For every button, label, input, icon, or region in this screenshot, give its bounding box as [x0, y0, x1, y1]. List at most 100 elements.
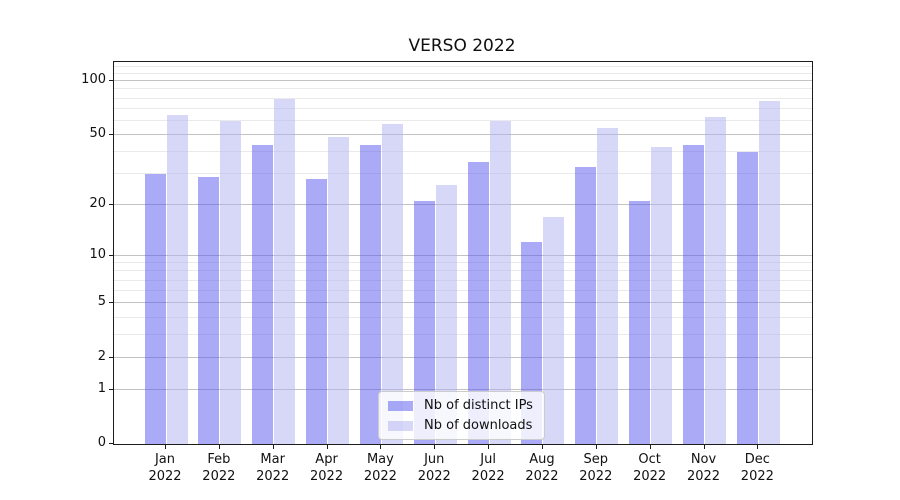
major-gridline-2	[114, 356, 812, 358]
x-tickmark-jul	[488, 445, 490, 449]
x-tick-month-sep: Sep	[583, 452, 609, 467]
bar-ips-apr	[306, 179, 328, 444]
x-tickmark-jan	[165, 445, 166, 449]
x-tick-year-may: 2022	[363, 469, 397, 484]
x-tick-year-mar: 2022	[256, 469, 290, 484]
major-gridline-10	[114, 254, 812, 256]
x-tick-year-feb: 2022	[202, 469, 236, 484]
minor-gridline-3	[114, 334, 812, 336]
bar-ips-may	[359, 144, 381, 444]
x-tick-label-nov: Nov 2022	[674, 451, 734, 485]
minor-gridline-80	[114, 97, 812, 99]
y-tickmark-2	[109, 356, 113, 358]
y-tickmark-1	[109, 388, 113, 390]
x-tick-label-dec: Dec 2022	[727, 451, 787, 485]
x-tick-year-apr: 2022	[310, 469, 344, 484]
major-gridline-50	[114, 133, 812, 135]
x-tick-label-sep: Sep 2022	[566, 451, 626, 485]
y-tick-label-1: 1	[97, 380, 106, 396]
bar-downloads-oct	[651, 146, 673, 444]
minor-gridline-6	[114, 290, 812, 292]
bar-ips-nov	[683, 144, 704, 444]
minor-gridline-70	[114, 107, 812, 109]
x-tick-year-jan: 2022	[148, 469, 182, 484]
bar-ips-sep	[575, 166, 597, 444]
x-tickmark-feb	[218, 445, 220, 449]
y-tick-label-0: 0	[97, 435, 106, 450]
bar-downloads-dec	[758, 100, 780, 444]
y-tick-label-10: 10	[89, 246, 106, 262]
x-tick-year-oct: 2022	[633, 469, 667, 484]
bar-ips-oct	[629, 201, 651, 444]
x-tick-month-may: May	[366, 452, 394, 467]
bar-downloads-jul	[489, 120, 511, 444]
x-tick-year-dec: 2022	[740, 469, 774, 484]
minor-gridline-40	[114, 151, 812, 153]
x-tick-month-apr: Apr	[315, 452, 338, 467]
plot-area	[113, 61, 813, 445]
bar-ips-dec	[736, 152, 758, 444]
minor-gridline-120	[114, 66, 812, 68]
x-tickmark-mar	[272, 445, 274, 449]
minor-gridline-8	[114, 270, 812, 272]
y-tickmark-10	[109, 254, 113, 256]
y-tick-label-20: 20	[89, 195, 106, 211]
x-tick-year-nov: 2022	[686, 469, 721, 484]
minor-gridline-4	[114, 316, 812, 318]
x-tick-month-dec: Dec	[744, 452, 770, 467]
chart-title: VERSO 2022	[408, 36, 516, 56]
x-tick-label-jan: Jan 2022	[135, 451, 195, 485]
x-tick-month-jan: Jan	[154, 452, 176, 467]
bar-downloads-sep	[597, 127, 619, 444]
x-tick-label-jun: Jun 2022	[404, 451, 464, 485]
legend-label-distinct-ips: Nb of distinct IPs	[424, 398, 533, 413]
x-tick-label-apr: Apr 2022	[297, 451, 357, 485]
legend: Nb of distinct IPs Nb of downloads	[378, 391, 545, 440]
minor-gridline-7	[114, 279, 812, 281]
x-tickmark-nov	[703, 445, 705, 449]
x-tick-month-jun: Jun	[424, 452, 445, 467]
y-tick-label-100: 100	[81, 72, 106, 88]
bar-ips-jan	[144, 174, 166, 444]
x-tick-year-jul: 2022	[471, 469, 505, 484]
y-tickmark-0	[109, 443, 113, 444]
x-tick-month-aug: Aug	[529, 452, 555, 467]
legend-label-downloads: Nb of downloads	[424, 418, 533, 433]
x-tick-month-feb: Feb	[207, 452, 231, 467]
major-gridline-1	[114, 388, 812, 390]
legend-entry-distinct-ips: Nb of distinct IPs	[388, 397, 533, 414]
x-tickmark-apr	[326, 445, 328, 449]
bar-downloads-nov	[705, 117, 726, 444]
x-tick-label-jul: Jul 2022	[458, 451, 518, 485]
bar-downloads-jan	[166, 114, 188, 444]
major-gridline-20	[114, 203, 812, 205]
x-tick-year-sep: 2022	[579, 469, 613, 484]
x-tick-month-oct: Oct	[638, 452, 661, 467]
x-tickmark-sep	[595, 445, 597, 449]
x-tick-label-aug: Aug 2022	[512, 451, 572, 485]
minor-gridline-110	[114, 72, 812, 74]
x-tick-label-mar: Mar 2022	[243, 451, 303, 485]
minor-gridline-90	[114, 88, 812, 90]
minor-gridline-60	[114, 119, 812, 121]
major-gridline-100	[114, 80, 812, 82]
x-tickmark-dec	[757, 445, 759, 449]
y-tick-label-5: 5	[97, 294, 106, 310]
y-tickmark-100	[109, 80, 113, 82]
bar-downloads-aug	[543, 216, 565, 444]
legend-swatch-distinct-ips	[388, 400, 413, 411]
bar-downloads-jun	[435, 184, 457, 444]
bar-ips-jun	[413, 201, 435, 444]
bar-ips-mar	[252, 144, 274, 444]
x-tick-month-mar: Mar	[260, 452, 285, 467]
x-tick-year-jun: 2022	[417, 469, 451, 484]
x-tick-year-aug: 2022	[525, 469, 559, 484]
x-tick-label-oct: Oct 2022	[620, 451, 680, 485]
y-tickmark-5	[109, 302, 113, 304]
x-tick-month-jul: Jul	[480, 452, 496, 467]
y-tickmark-20	[109, 203, 113, 205]
bar-ips-feb	[198, 176, 220, 444]
x-tick-month-nov: Nov	[690, 452, 717, 467]
bar-downloads-feb	[220, 120, 242, 444]
